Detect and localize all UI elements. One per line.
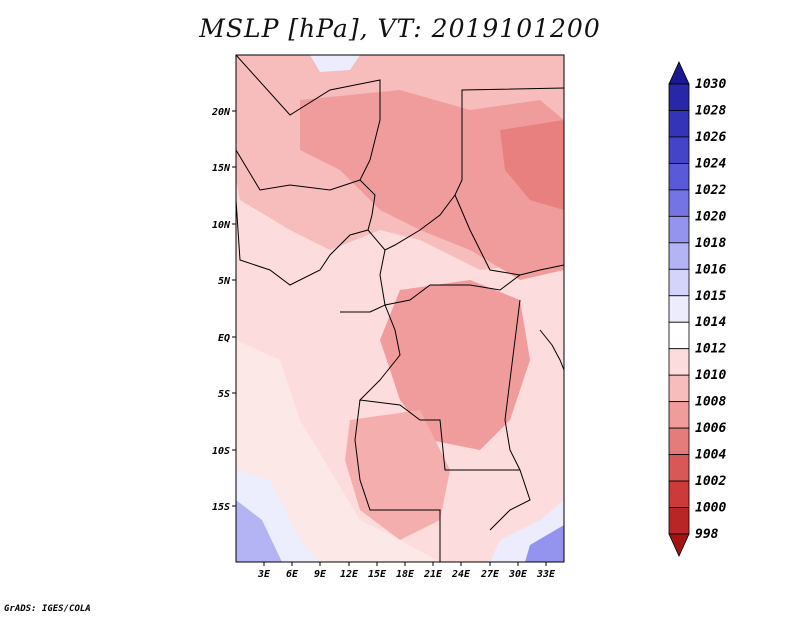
border-west-africa [236,199,369,286]
colorbar-box [668,533,690,557]
pressure-field [236,55,564,562]
border-north [236,55,564,251]
lon-label-18e: 18E [396,569,415,580]
colorbar-label: 1002 [695,474,726,489]
lat-label-10s: 10S [212,446,230,457]
colorbar-label: 1026 [695,130,726,145]
lon-label-30e: 30E [508,569,528,580]
border-congo [340,304,520,471]
colorbar-label: 1014 [695,315,726,330]
colorbar-box [668,321,690,350]
lat-label-5s: 5S [218,389,230,400]
colorbar-label: 1016 [695,262,726,277]
lon-label-9e: 9E [314,569,327,580]
colorbar-label: 1020 [695,209,726,224]
colorbar-box [668,242,690,270]
colorbar-label: 1022 [695,183,726,198]
lon-label-24e: 24E [451,569,471,580]
field-sudan-core [500,120,564,210]
lon-ticks: 3E 6E 9E 12E 15E 18E 21E 24E 27E 30E 33E [257,569,556,580]
colorbar-label: 1008 [695,395,726,410]
field-sahara-band [300,90,564,280]
colorbar-box [668,61,690,85]
lon-label-33e: 33E [536,569,556,580]
colorbar-box [668,268,690,297]
colorbar-box [668,295,690,323]
colorbar-box [668,189,690,217]
colorbar-labels: 1030 1028 1026 1024 1022 1020 1018 1016 1015 1014… [695,77,726,542]
border-central [379,249,564,306]
colorbar-label: 1015 [695,289,726,304]
colorbar-box [668,348,690,376]
colorbar-box [668,374,690,403]
colorbar-boxes [668,61,690,557]
map-frame [235,54,565,563]
lon-label-12e: 12E [340,569,359,580]
colorbar-label: 1010 [695,368,726,383]
lon-tick-marks [263,562,547,566]
colorbar-label: 1006 [695,421,726,436]
colorbar-label: 1000 [695,501,726,516]
lon-label-27e: 27E [480,569,500,580]
lat-label-5n: 5N [218,276,231,287]
lon-label-15e: 15E [368,569,387,580]
colorbar-box [668,454,690,482]
colorbar-label: 1028 [695,103,726,118]
colorbar-box [668,136,690,164]
colorbar-box [668,215,690,244]
colorbar-label: 998 [695,527,719,542]
border-great-lakes [489,299,531,531]
colorbar-box [668,163,690,191]
colorbar-label: 1018 [695,236,726,251]
field-north-high [310,55,360,72]
border-angola [354,399,441,562]
colorbar-label: 1024 [695,156,726,171]
colorbar-box [668,507,690,535]
credit-text: GrADS: IGES/COLA [4,604,91,614]
country-borders [236,55,564,562]
colorbar-label: 1030 [695,77,726,92]
lat-label-eq: EQ [218,333,230,344]
field-southwest-high-core [236,500,282,562]
lat-label-20n: 20N [211,107,231,118]
lon-label-3e: 3E [257,569,271,580]
colorbar-box [668,110,690,138]
lon-label-6e: 6E [286,569,299,580]
field-angola [345,410,450,540]
field-low-pressure-west [236,340,440,562]
colorbar-box [668,480,690,508]
border-east [539,329,564,371]
chart-title: MSLP [hPa], VT: 2019101200 [199,14,601,43]
lat-ticks: 20N 15N 10N 5N EQ 5S 10S 15S [211,107,231,513]
lat-label-10n: 10N [212,220,231,231]
border-sahel [236,149,361,191]
colorbar-box [668,83,690,111]
lat-label-15n: 15N [212,163,231,174]
colorbar-box [668,401,690,429]
border-sudan [454,194,521,276]
colorbar-box [668,427,690,455]
lat-label-15s: 15S [212,502,230,513]
colorbar-label: 1012 [695,342,726,357]
field-congo-basin [380,280,530,450]
colorbar-label: 1004 [695,448,726,463]
lat-tick-marks [232,110,236,507]
field-southeast-high-core [525,525,564,562]
lon-label-21e: 21E [423,569,443,580]
